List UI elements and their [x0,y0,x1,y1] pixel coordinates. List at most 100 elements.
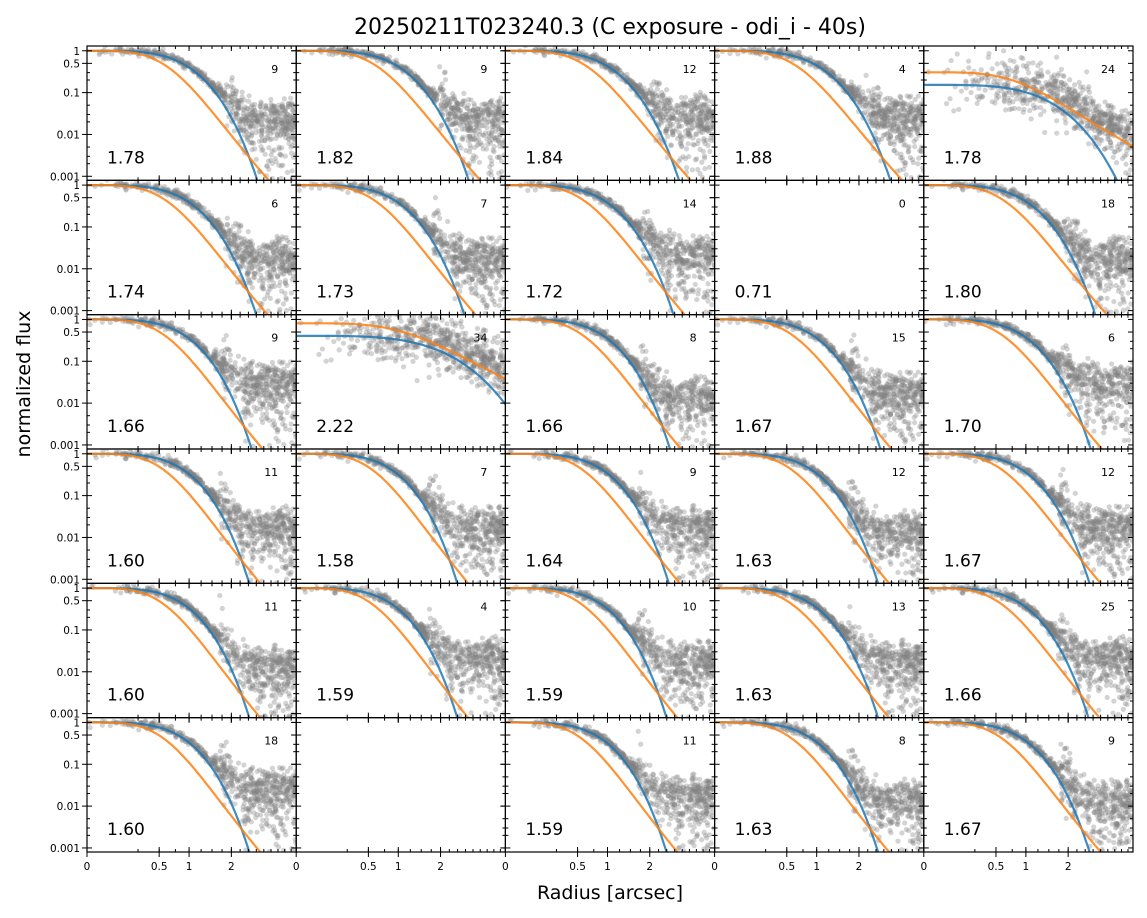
data-point [291,127,297,133]
data-point [453,127,459,133]
data-point [282,107,288,113]
data-point [255,118,261,124]
data-point [1064,130,1070,136]
data-point [475,113,481,119]
data-point [274,115,281,122]
data-point [487,154,493,160]
data-point [905,117,911,124]
data-point [496,118,502,124]
data-point [228,98,235,105]
data-point [232,249,238,255]
data-point [288,121,294,127]
data-point [681,99,687,105]
data-point [442,69,448,75]
data-point [481,132,487,138]
data-point [448,95,454,102]
data-point [425,85,431,91]
data-point [237,125,243,131]
data-point [250,123,257,129]
data-point [287,118,293,125]
data-point [467,124,473,131]
data-point [251,115,257,121]
data-point [943,100,950,107]
data-point [270,129,276,135]
data-point [907,111,913,118]
data-point [647,86,654,93]
data-point [201,72,208,78]
data-point [495,110,501,116]
data-point [1049,89,1055,95]
data-point [256,183,261,188]
data-point [233,111,239,117]
data-point [636,84,642,90]
data-point [232,96,239,103]
data-point [908,175,914,181]
y-tick-label: 1 [73,180,80,192]
data-point [279,120,285,126]
data-point [225,84,231,90]
data-point [279,101,286,107]
data-point [231,104,237,110]
data-point [242,116,249,122]
data-point [229,74,235,81]
data-point [288,101,295,108]
data-point [1122,116,1128,122]
data-point [282,109,288,115]
data-point [902,160,908,166]
data-point [437,236,443,243]
data-point [469,136,476,142]
panel-fwhm-label: 1.73 [316,283,354,303]
data-point [469,156,475,162]
data-point [468,97,474,103]
data-point [1067,77,1073,83]
data-point [278,124,285,130]
data-point [963,78,969,84]
data-point [434,92,440,99]
data-point [235,98,241,104]
data-point [453,111,459,117]
data-point [228,106,234,112]
data-point [464,115,470,121]
data-point [488,140,494,146]
data-point [1096,130,1102,136]
data-point [907,105,913,111]
data-point [1087,95,1093,101]
data-point [245,113,251,119]
data-point [245,117,251,124]
data-point [870,105,876,111]
data-point [426,88,433,94]
data-point [219,89,225,96]
data-point [668,142,674,148]
data-point [468,145,474,151]
data-point [252,112,258,118]
data-point [678,108,685,114]
data-point [210,82,217,88]
data-point [330,52,336,58]
data-point [480,146,486,152]
data-point [194,66,201,72]
data-point [285,126,291,132]
data-point [249,140,255,146]
data-point [257,103,263,110]
data-point [440,87,446,93]
data-point [1027,108,1033,114]
data-point [287,133,293,139]
data-point [489,136,495,142]
data-point [447,121,453,127]
data-point [279,253,285,259]
data-point [463,266,469,272]
data-point [485,106,491,113]
data-point [1097,136,1103,143]
data-point [228,83,234,89]
data-point [217,90,223,96]
data-point [429,92,436,98]
data-point [249,121,255,127]
data-point [235,106,241,112]
y-axis-label: normalized flux [13,311,35,458]
data-point [233,88,239,94]
data-point [464,114,470,120]
data-point [243,120,249,126]
data-point [263,103,269,109]
data-point [275,113,281,119]
data-point [452,104,459,111]
